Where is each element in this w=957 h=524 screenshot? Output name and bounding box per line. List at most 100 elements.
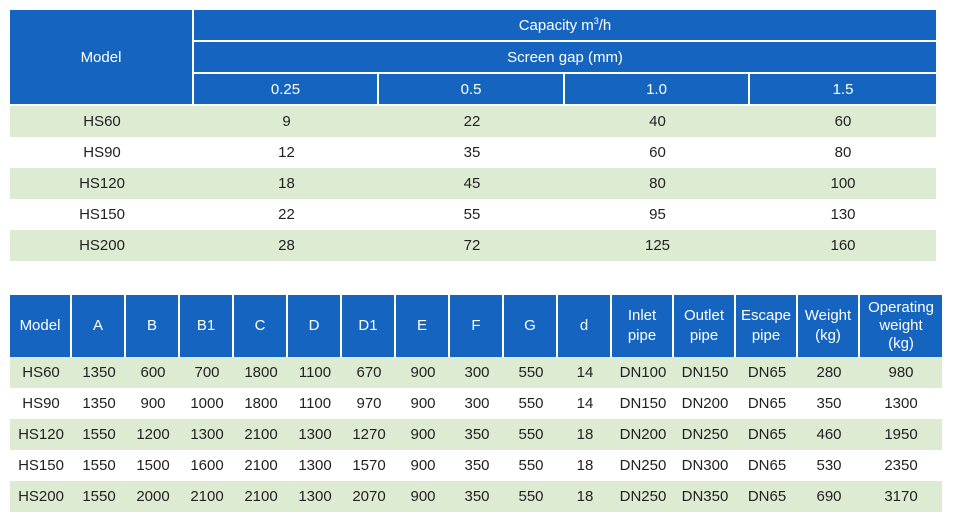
capacity-cell: 72 xyxy=(379,230,565,261)
dimension-cell: 1100 xyxy=(288,357,342,388)
dimension-cell: HS150 xyxy=(18,457,64,474)
dimension-cell: 3170 xyxy=(860,481,942,512)
table-row: HS60 9 22 40 60 xyxy=(10,106,936,137)
capacity-cell: 95 xyxy=(649,206,666,223)
capacity-cell: 40 xyxy=(565,106,750,137)
dim-header-0: Model xyxy=(10,295,72,357)
dim-header-1: A xyxy=(72,295,126,357)
capacity-cell: 28 xyxy=(194,230,379,261)
dimension-cell: 900 xyxy=(410,395,436,412)
capacity-cell: 12 xyxy=(278,144,295,161)
capacity-cell: 130 xyxy=(830,206,856,223)
dimension-cell: 14 xyxy=(558,357,612,388)
dimension-cell: DN65 xyxy=(736,419,798,450)
dimension-cell: 700 xyxy=(180,357,234,388)
dimension-cell: 2000 xyxy=(126,481,180,512)
dimension-cell: DN65 xyxy=(747,395,787,412)
dimension-cell: 2070 xyxy=(342,481,396,512)
dimension-cell: DN350 xyxy=(674,481,736,512)
dimension-cell: 1950 xyxy=(860,419,942,450)
capacity-cell: 80 xyxy=(565,168,750,199)
table-row: HS90 1350 900 1000 1800 1100 970 900 300 550 14 DN1… xyxy=(10,388,942,419)
dimension-cell: 300 xyxy=(464,395,490,412)
dimension-cell: DN150 xyxy=(674,357,736,388)
dimension-cell: 2350 xyxy=(884,457,918,474)
dimension-cell: 900 xyxy=(396,419,450,450)
capacity-cell: 60 xyxy=(649,144,666,161)
dimension-cell: 350 xyxy=(464,457,490,474)
dimension-cell: 350 xyxy=(450,419,504,450)
model-cell: HS120 xyxy=(10,168,194,199)
table-row: HS60 1350 600 700 1800 1100 670 900 300 550 14 DN10… xyxy=(10,357,942,388)
dimension-cell: 18 xyxy=(576,457,594,474)
dimension-cell: 460 xyxy=(798,419,860,450)
capacity-cell: 18 xyxy=(194,168,379,199)
dimension-cell: 1300 xyxy=(298,457,332,474)
table-row: HS120 18 45 80 100 xyxy=(10,168,936,199)
model-cell: HS60 xyxy=(10,106,194,137)
dimension-cell: 1550 xyxy=(82,457,116,474)
dim-header-11: Inlet pipe xyxy=(612,295,674,357)
dimension-cell: DN200 xyxy=(681,395,729,412)
dimension-cell: 1600 xyxy=(190,457,224,474)
gap-header-1: 0.5 xyxy=(379,74,565,106)
dim-header-15: Operating weight (kg) xyxy=(860,295,942,357)
dim-header-7: E xyxy=(396,295,450,357)
capacity-table: Model Capacity m3/h Screen gap (mm) 0.25… xyxy=(10,10,936,261)
gap-header-2: 1.0 xyxy=(565,74,750,106)
model-header: Model xyxy=(10,10,194,106)
dimension-cell: 2100 xyxy=(180,481,234,512)
dimension-cell: 690 xyxy=(798,481,860,512)
dimension-cell: 550 xyxy=(518,395,544,412)
dimension-cell: 350 xyxy=(816,395,842,412)
dim-header-13: Escape pipe xyxy=(736,295,798,357)
capacity-cell: 125 xyxy=(565,230,750,261)
table-row: HS150 22 55 95 130 xyxy=(10,199,936,230)
capacity-cell: 35 xyxy=(463,144,481,161)
dimension-cell: DN65 xyxy=(736,357,798,388)
capacity-cell: 45 xyxy=(379,168,565,199)
dimension-cell: 900 xyxy=(396,481,450,512)
capacity-cell: 160 xyxy=(750,230,936,261)
dim-header-4: C xyxy=(234,295,288,357)
dimension-cell: DN250 xyxy=(619,457,667,474)
table-row: HS120 1550 1200 1300 2100 1300 1270 900 350 550 18… xyxy=(10,419,942,450)
dimension-cell: 1200 xyxy=(126,419,180,450)
dimension-cell: 2100 xyxy=(234,419,288,450)
capacity-cell: 22 xyxy=(379,106,565,137)
dimension-cell: 18 xyxy=(558,481,612,512)
dimension-cell: HS60 xyxy=(10,357,72,388)
dim-header-9: G xyxy=(504,295,558,357)
dimension-cell: DN65 xyxy=(747,457,787,474)
dimension-cell: 1550 xyxy=(72,481,126,512)
dimension-cell: 550 xyxy=(504,419,558,450)
screen-gap-header: Screen gap (mm) xyxy=(194,42,936,74)
capacity-cell: 55 xyxy=(463,206,481,223)
dim-header-10: d xyxy=(558,295,612,357)
gap-header-3: 1.5 xyxy=(750,74,936,106)
dimension-cell: 900 xyxy=(396,357,450,388)
model-cell: HS90 xyxy=(83,144,121,161)
dimension-cell: 300 xyxy=(450,357,504,388)
dimension-cell: 1300 xyxy=(884,395,918,412)
table-row: HS90 12 35 60 80 xyxy=(10,137,936,168)
dimension-cell: DN65 xyxy=(736,481,798,512)
capacity-cell: 80 xyxy=(834,144,852,161)
dimension-cell: HS120 xyxy=(10,419,72,450)
dimension-cell: 600 xyxy=(126,357,180,388)
dim-header-3: B1 xyxy=(180,295,234,357)
dimension-cell: DN150 xyxy=(619,395,667,412)
dim-header-8: F xyxy=(450,295,504,357)
table-row: HS200 28 72 125 160 xyxy=(10,230,936,261)
dim-header-12: Outlet pipe xyxy=(674,295,736,357)
model-cell: HS200 xyxy=(10,230,194,261)
capacity-cell: 60 xyxy=(750,106,936,137)
dimension-cell: 1350 xyxy=(72,357,126,388)
dimension-cell: 1350 xyxy=(82,395,116,412)
dimension-cell: 1300 xyxy=(288,419,342,450)
dim-header-2: B xyxy=(126,295,180,357)
dimension-cell: 1300 xyxy=(180,419,234,450)
dimension-cell: 1000 xyxy=(190,395,224,412)
dimension-cell: 530 xyxy=(816,457,842,474)
dimension-cell: 1550 xyxy=(72,419,126,450)
